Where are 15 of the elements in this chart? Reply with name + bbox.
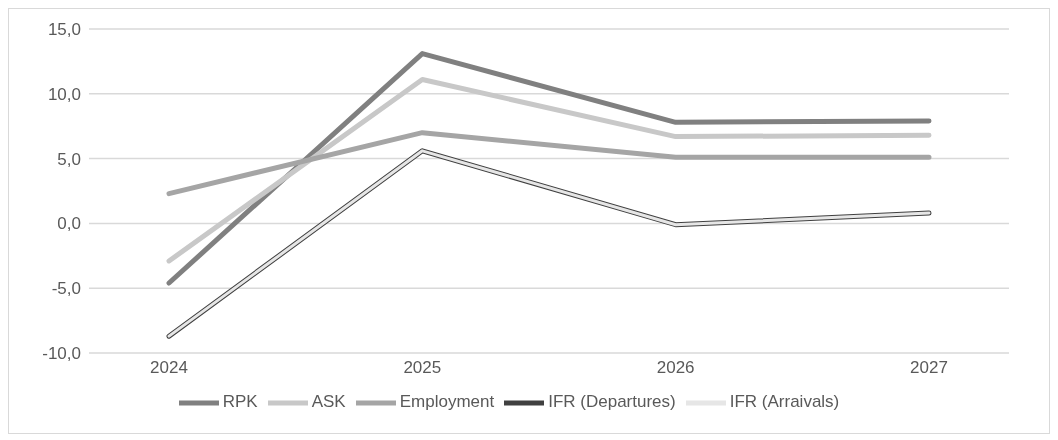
x-tick-label: 2026 — [656, 358, 695, 378]
y-tick-label: 5,0 — [57, 149, 81, 169]
y-tick-label: 15,0 — [47, 20, 81, 40]
legend-label: RPK — [222, 392, 258, 412]
x-tick-label: 2027 — [910, 358, 948, 378]
legend-label: IFR (Arraivals) — [729, 392, 840, 412]
legend-label: ASK — [311, 392, 346, 412]
x-tick-label: 2024 — [150, 358, 188, 378]
x-tick-label: 2025 — [403, 358, 442, 378]
legend-label: IFR (Departures) — [548, 392, 676, 412]
y-tick-label: -5,0 — [51, 279, 81, 299]
y-tick-label: 10,0 — [47, 84, 81, 104]
y-tick-label: 0,0 — [57, 214, 81, 234]
y-tick-label: -10,0 — [42, 344, 81, 364]
legend-label: Employment — [399, 392, 495, 412]
